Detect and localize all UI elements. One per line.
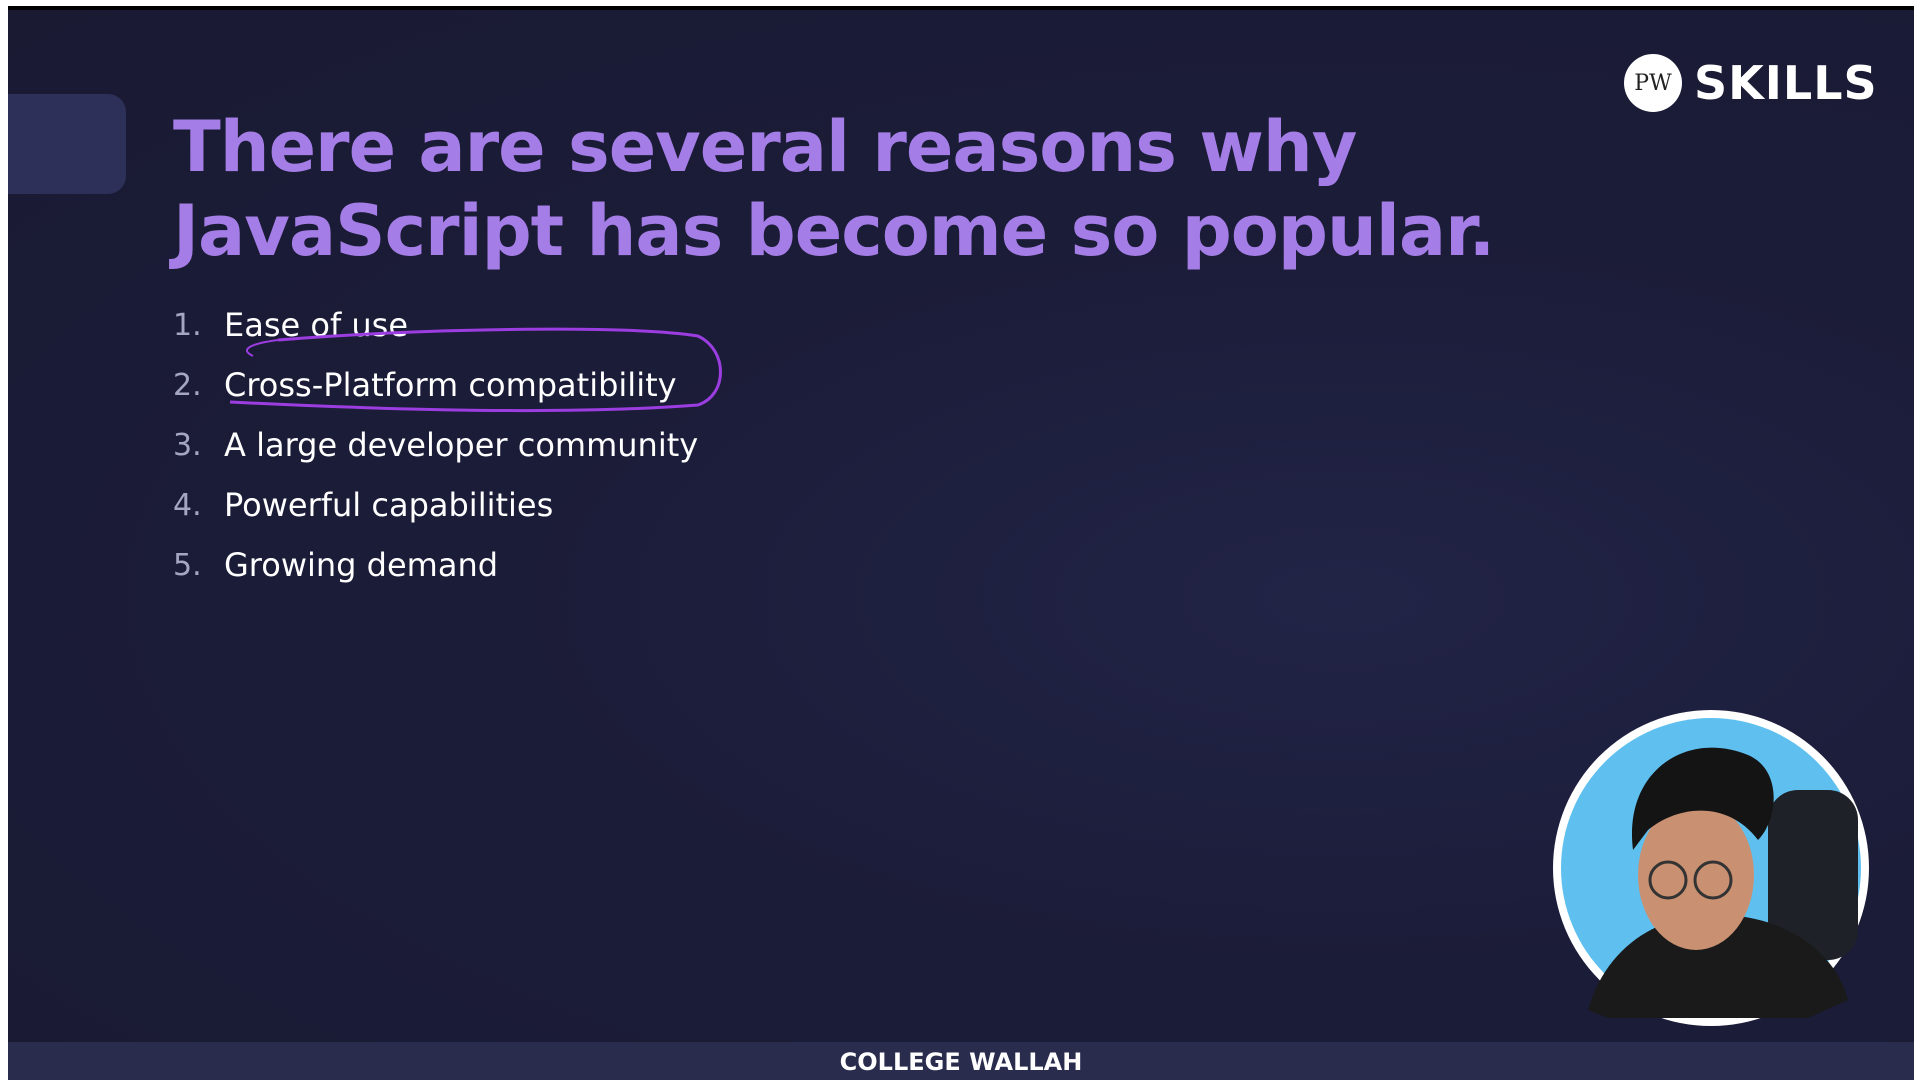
logo: PW SKILLS	[1624, 54, 1878, 112]
slide: There are several reasons why JavaScript…	[8, 6, 1914, 1080]
item-number: 2.	[173, 368, 202, 403]
item-text: Cross-Platform compatibility	[224, 366, 677, 404]
logo-mark: PW	[1624, 54, 1682, 112]
logo-text: SKILLS	[1694, 56, 1878, 110]
item-text: A large developer community	[224, 426, 699, 464]
presenter-webcam	[1553, 710, 1869, 1026]
slide-title: JavaScript has become so popular.	[173, 190, 1495, 272]
annotation-layer	[229, 327, 1869, 1026]
item-number: 5.	[173, 548, 202, 583]
pen-annotation	[246, 339, 279, 357]
item-text: Growing demand	[224, 546, 499, 584]
pen-annotation	[229, 327, 722, 413]
footer: COLLEGE WALLAH	[8, 1042, 1914, 1080]
item-number: 4.	[173, 488, 202, 523]
item-number: 1.	[173, 308, 202, 343]
slide-title: There are several reasons why	[173, 106, 1357, 188]
tab-decoration	[8, 94, 126, 194]
item-number: 3.	[173, 428, 202, 463]
item-text: Powerful capabilities	[224, 486, 554, 524]
